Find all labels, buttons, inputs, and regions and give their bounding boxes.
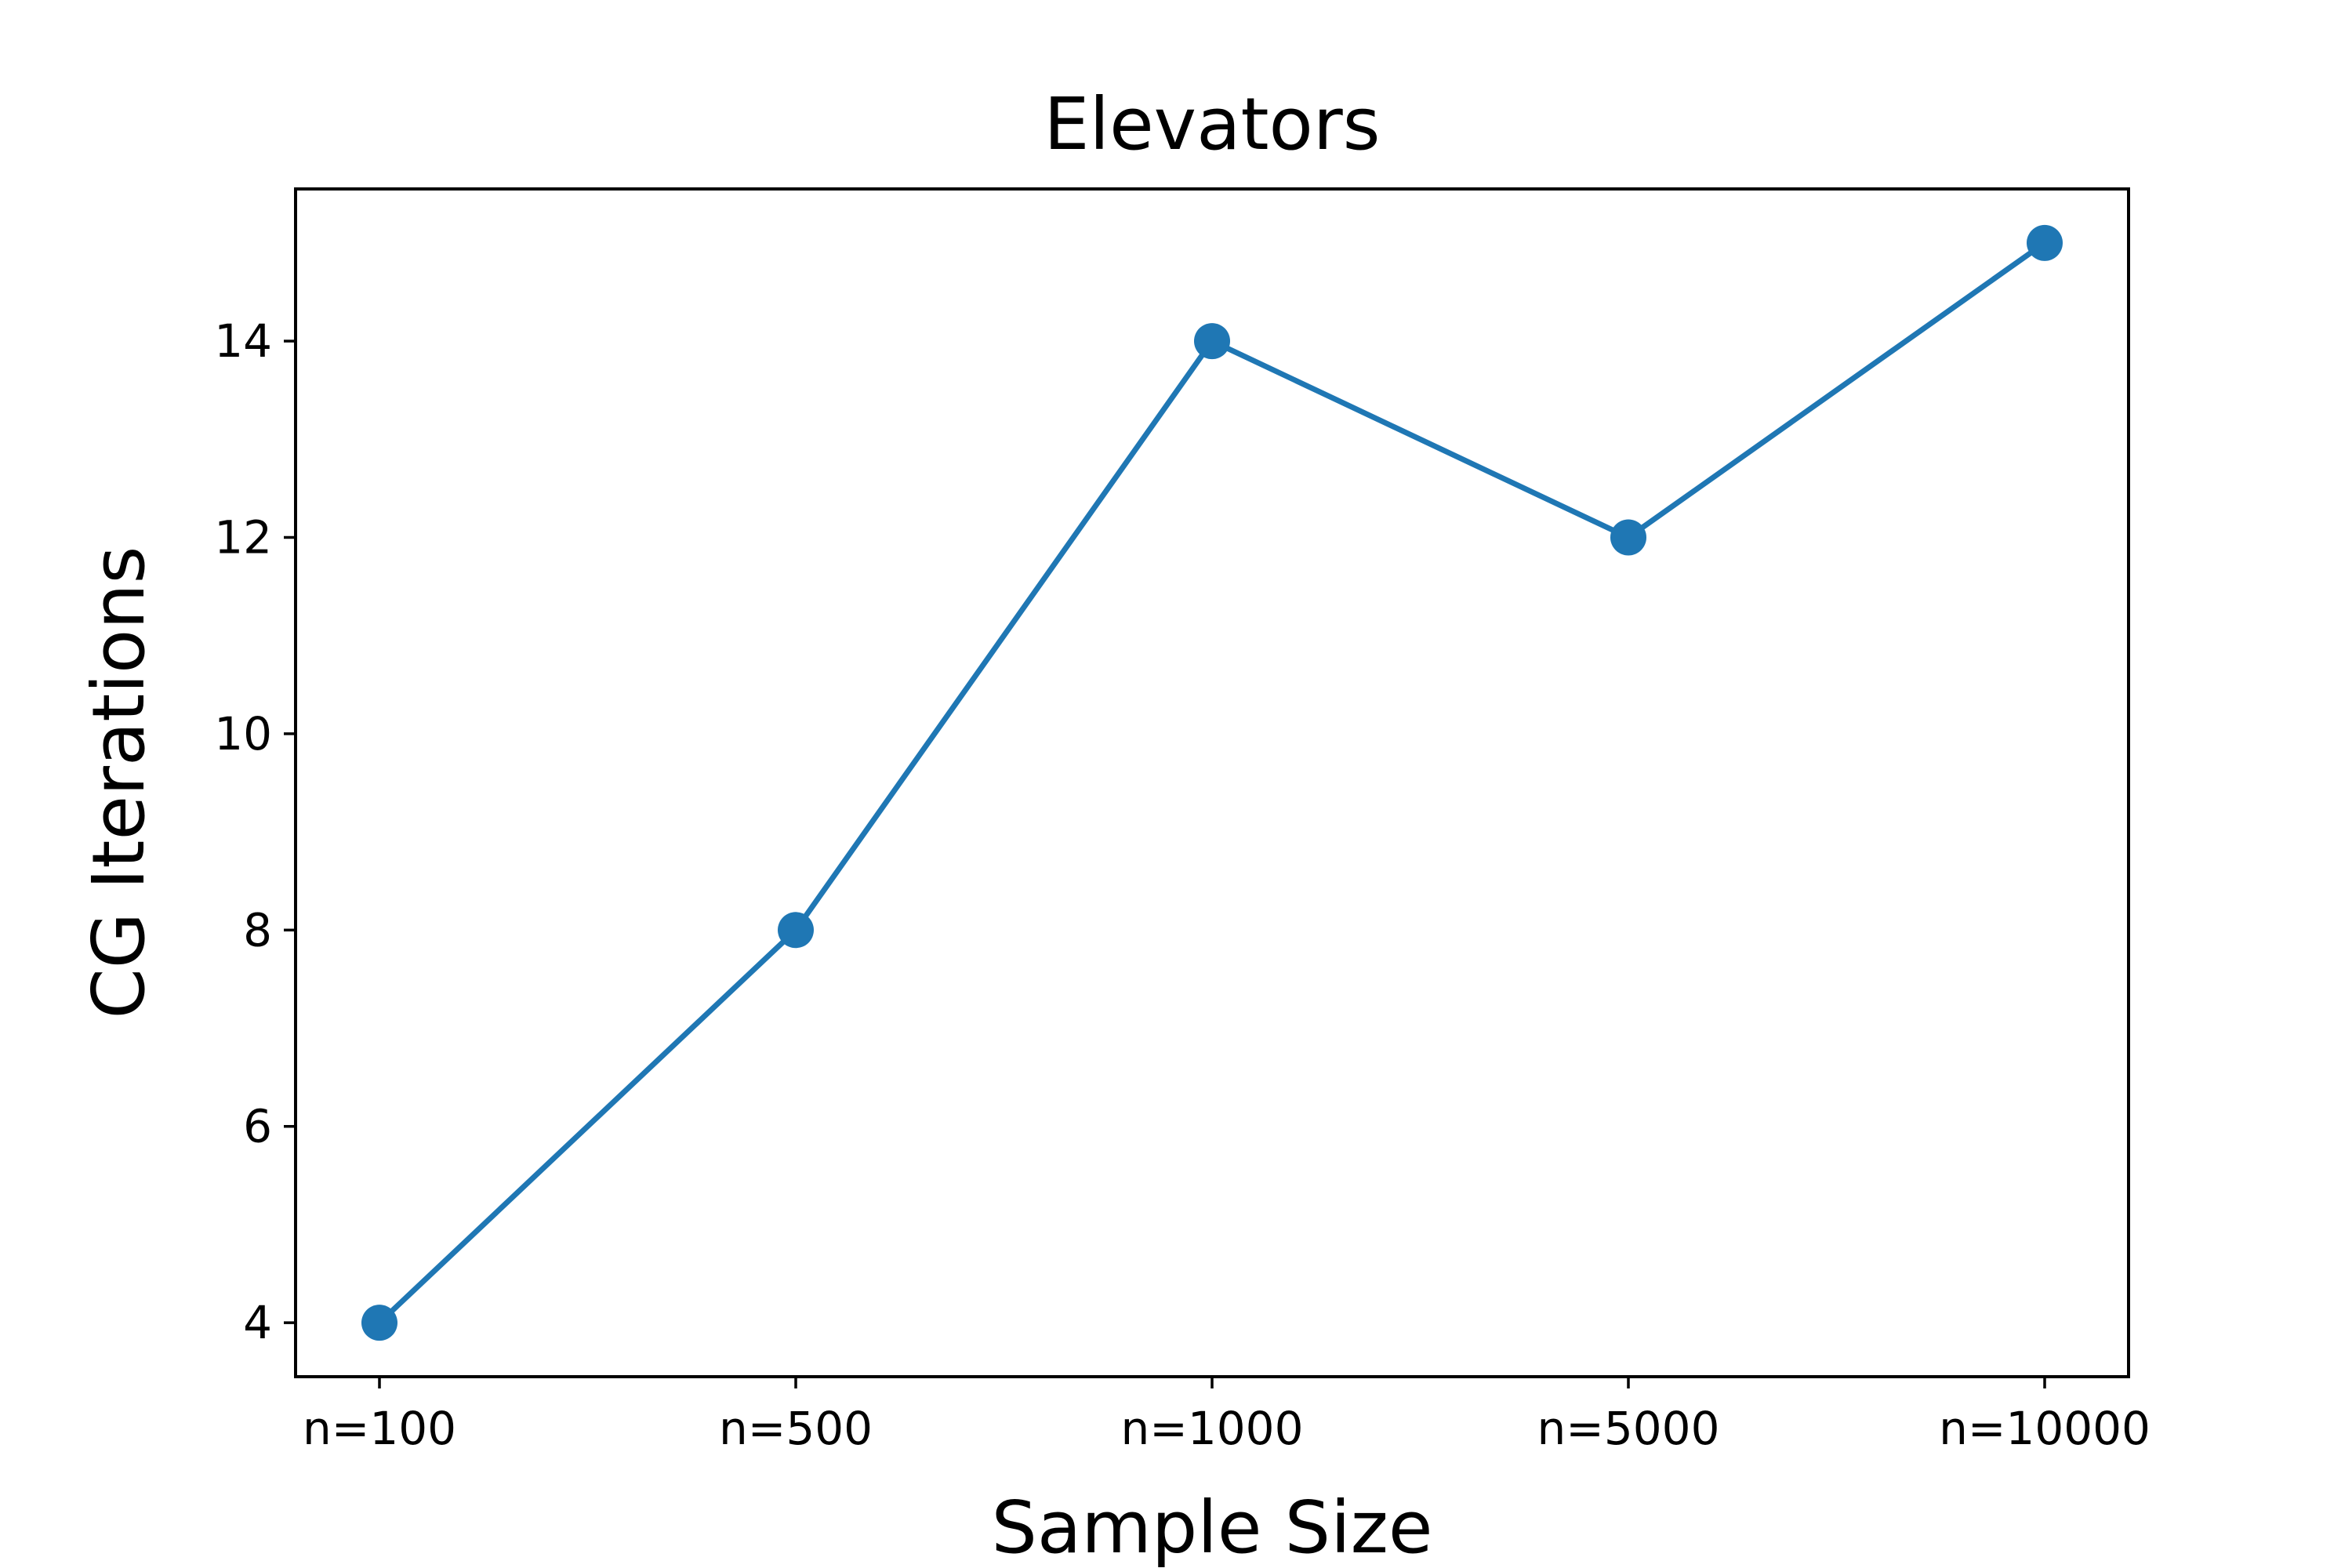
data-point bbox=[2027, 224, 2063, 261]
y-tick-label: 10 bbox=[214, 707, 272, 760]
data-point bbox=[1194, 323, 1230, 360]
x-axis-title: Sample Size bbox=[991, 1486, 1432, 1568]
y-tick-label: 12 bbox=[214, 510, 272, 564]
data-point bbox=[1610, 519, 1646, 556]
chart-title: Elevators bbox=[1044, 82, 1380, 166]
x-tick-label: n=500 bbox=[719, 1402, 873, 1455]
x-tick-label: n=100 bbox=[303, 1402, 456, 1455]
x-tick-label: n=5000 bbox=[1537, 1402, 1720, 1455]
data-point bbox=[778, 912, 814, 949]
y-tick-label: 8 bbox=[243, 903, 272, 956]
plot-area bbox=[361, 224, 2063, 1341]
data-point bbox=[361, 1305, 397, 1341]
x-tick-label: n=1000 bbox=[1121, 1402, 1304, 1455]
y-axis-title: CG Iterations bbox=[77, 546, 161, 1019]
x-axis: n=100 n=500 n=1000 n=5000 n=10000 bbox=[303, 1377, 2151, 1455]
y-tick-label: 4 bbox=[243, 1296, 272, 1349]
y-axis: 4 6 8 10 12 14 bbox=[214, 314, 296, 1349]
x-tick-label: n=10000 bbox=[1939, 1402, 2151, 1455]
y-tick-label: 6 bbox=[243, 1100, 272, 1153]
y-tick-label: 14 bbox=[214, 314, 272, 368]
